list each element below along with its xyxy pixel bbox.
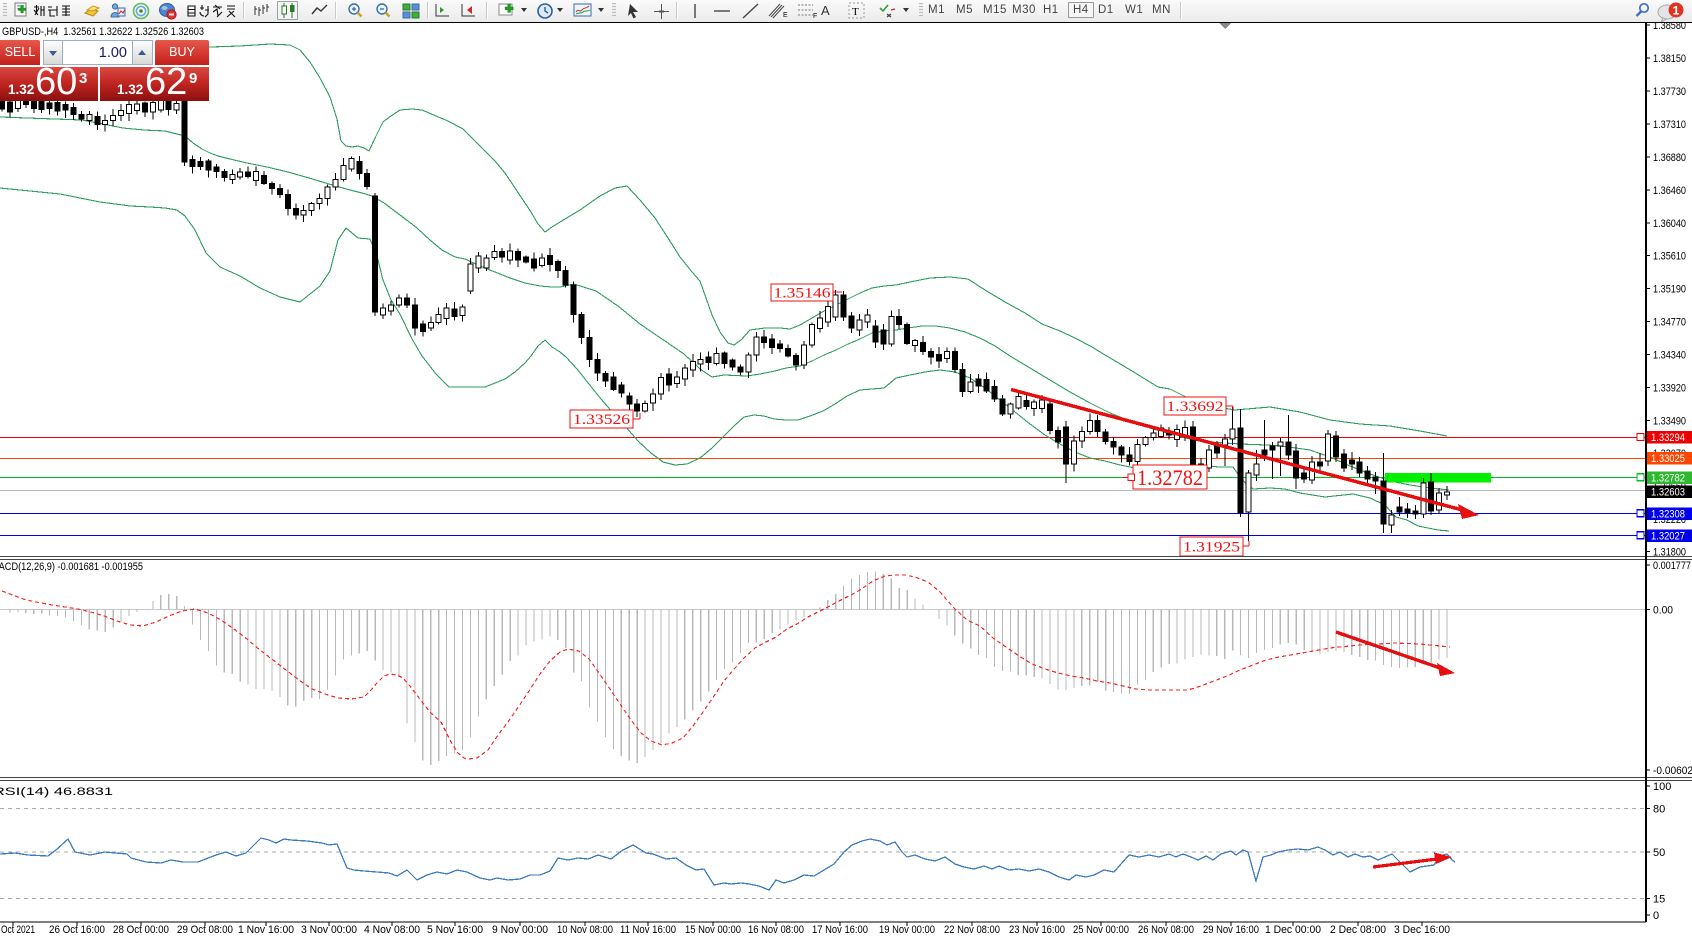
svg-text:4 Nov 08:00: 4 Nov 08:00 — [364, 924, 420, 936]
svg-text:GBPUSD-,H4 1.32561 1.32622 1.: GBPUSD-,H4 1.32561 1.32622 1.32526 1.326… — [2, 26, 204, 38]
svg-text:26 Nov 08:00: 26 Nov 08:00 — [1138, 924, 1194, 936]
svg-text:22 Nov 08:00: 22 Nov 08:00 — [944, 924, 1000, 936]
svg-text:50: 50 — [1653, 847, 1665, 859]
svg-text:1.31800: 1.31800 — [1653, 547, 1686, 559]
svg-text:1.33490: 1.33490 — [1653, 415, 1686, 427]
svg-text:1.36880: 1.36880 — [1653, 152, 1686, 164]
svg-text:1.37730: 1.37730 — [1653, 86, 1686, 98]
svg-text:1.32603: 1.32603 — [1651, 487, 1685, 499]
svg-text:1.35610: 1.35610 — [1653, 251, 1686, 263]
svg-text:15 Nov 00:00: 15 Nov 00:00 — [685, 924, 741, 936]
svg-text:10 Nov 08:00: 10 Nov 08:00 — [557, 924, 613, 936]
svg-text:1.32027: 1.32027 — [1651, 531, 1685, 543]
svg-text:MACD(12,26,9) -0.001681 -0.001: MACD(12,26,9) -0.001681 -0.001955 — [0, 561, 143, 573]
svg-text:15: 15 — [1653, 894, 1665, 906]
svg-text:1.33526: 1.33526 — [573, 412, 630, 428]
svg-text:25 Nov 00:00: 25 Nov 00:00 — [1073, 924, 1129, 936]
svg-text:0.001777: 0.001777 — [1653, 560, 1691, 572]
svg-text:80: 80 — [1653, 804, 1665, 816]
svg-text:1.32308: 1.32308 — [1651, 509, 1685, 521]
svg-text:1.33692: 1.33692 — [1167, 399, 1224, 415]
svg-text:1.33920: 1.33920 — [1653, 382, 1686, 394]
svg-text:RSI(14) 46.8831: RSI(14) 46.8831 — [0, 786, 113, 798]
svg-text:1.38580: 1.38580 — [1653, 20, 1686, 32]
svg-text:1.36460: 1.36460 — [1653, 185, 1686, 197]
svg-text:1: 1 — [1673, 4, 1680, 18]
svg-text:1.36040: 1.36040 — [1653, 218, 1686, 230]
svg-text:Oct 2021: Oct 2021 — [1, 924, 35, 936]
svg-text:28 Oct 00:00: 28 Oct 00:00 — [113, 924, 169, 936]
svg-text:1.35146: 1.35146 — [774, 286, 831, 302]
svg-text:11 Nov 16:00: 11 Nov 16:00 — [620, 924, 676, 936]
svg-text:26 Oct 16:00: 26 Oct 16:00 — [49, 924, 105, 936]
svg-text:2 Dec 08:00: 2 Dec 08:00 — [1330, 924, 1386, 936]
svg-text:5 Nov 16:00: 5 Nov 16:00 — [427, 924, 483, 936]
svg-text:1.34340: 1.34340 — [1653, 350, 1686, 362]
svg-text:1.33025: 1.33025 — [1651, 453, 1685, 465]
svg-text:1.38150: 1.38150 — [1653, 53, 1686, 65]
svg-text:F: F — [813, 13, 817, 20]
svg-text:1.32782: 1.32782 — [1651, 473, 1685, 485]
svg-text:1 Dec 00:00: 1 Dec 00:00 — [1265, 924, 1321, 936]
svg-text:1.35190: 1.35190 — [1653, 284, 1686, 296]
svg-text:29 Nov 16:00: 29 Nov 16:00 — [1203, 924, 1259, 936]
svg-text:29 Oct 08:00: 29 Oct 08:00 — [177, 924, 233, 936]
svg-text:17 Nov 16:00: 17 Nov 16:00 — [812, 924, 868, 936]
svg-text:3 Nov 00:00: 3 Nov 00:00 — [301, 924, 357, 936]
svg-text:1.34770: 1.34770 — [1653, 317, 1686, 329]
svg-text:19 Nov 00:00: 19 Nov 00:00 — [879, 924, 935, 936]
svg-text:1.31925: 1.31925 — [1183, 540, 1240, 556]
svg-text:100: 100 — [1653, 781, 1671, 793]
svg-text:1 Nov 16:00: 1 Nov 16:00 — [238, 924, 294, 936]
svg-text:1.32782: 1.32782 — [1137, 465, 1203, 490]
svg-text:1.37310: 1.37310 — [1653, 119, 1686, 131]
svg-text:23 Nov 16:00: 23 Nov 16:00 — [1009, 924, 1065, 936]
svg-text:9 Nov 00:00: 9 Nov 00:00 — [492, 924, 548, 936]
svg-text:16 Nov 08:00: 16 Nov 08:00 — [748, 924, 804, 936]
svg-text:3 Dec 16:00: 3 Dec 16:00 — [1394, 924, 1450, 936]
svg-text:E: E — [783, 12, 788, 19]
svg-text:1.33294: 1.33294 — [1651, 432, 1685, 444]
svg-text:-0.00602: -0.00602 — [1653, 765, 1692, 777]
svg-text:T: T — [852, 6, 859, 18]
svg-text:0.00: 0.00 — [1653, 605, 1673, 617]
svg-text:0: 0 — [1653, 910, 1659, 922]
